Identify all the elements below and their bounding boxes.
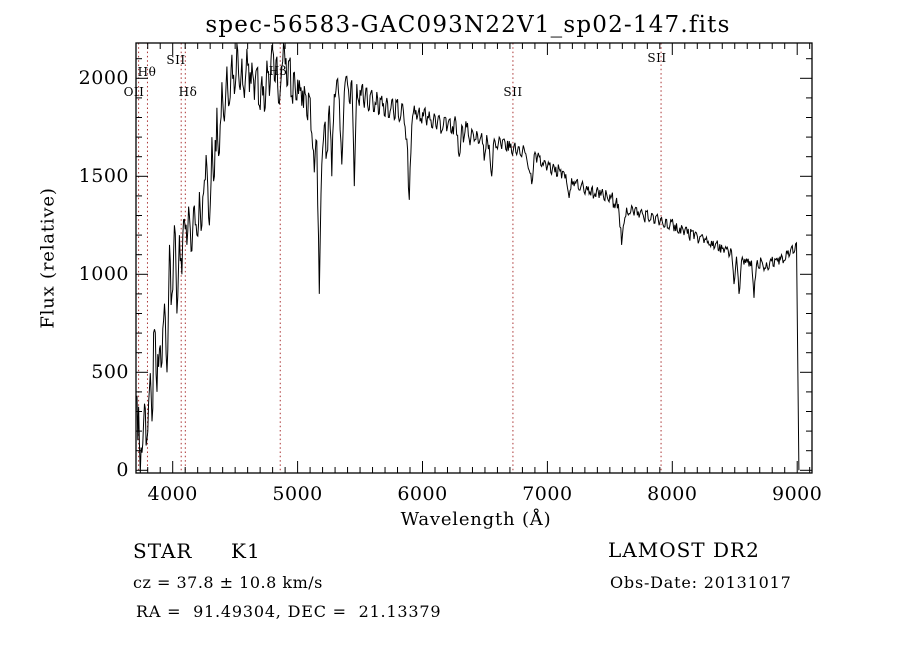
plot-title: spec-56583-GAC093N22V1_sp02-147.fits xyxy=(205,12,731,38)
y-tick-label: 2000 xyxy=(78,67,129,90)
y-tick-label: 0 xyxy=(116,459,129,482)
x-tick-label: 4000 xyxy=(147,483,198,505)
x-axis-label: Wavelength (Å) xyxy=(400,509,552,530)
spectral-line-label: SII xyxy=(503,85,523,99)
spectral-line-label: SII xyxy=(647,51,667,65)
spectral-line-label: SII xyxy=(166,53,186,67)
y-tick-label: 1000 xyxy=(78,263,129,286)
spectral-line-label: Hδ xyxy=(178,85,198,99)
ra-dec-coordinates: RA = 91.49304, DEC = 21.13379 xyxy=(136,602,442,621)
redshift-velocity: cz = 37.8 ± 10.8 km/s xyxy=(133,573,323,592)
object-subclass: K1 xyxy=(231,539,261,563)
spectral-line-label: Hβ xyxy=(268,64,288,78)
spectral-line-label: Hθ xyxy=(137,65,157,79)
survey-release: LAMOST DR2 xyxy=(608,538,760,562)
spectral-line-label: OII xyxy=(123,85,145,99)
x-tick-label: 7000 xyxy=(522,483,573,505)
x-tick-label: 8000 xyxy=(647,483,698,505)
x-tick-label: 5000 xyxy=(272,483,323,505)
spectrum-trace xyxy=(136,43,800,473)
x-tick-label: 9000 xyxy=(772,483,823,505)
y-tick-label: 1500 xyxy=(78,165,129,188)
observation-date: Obs-Date: 20131017 xyxy=(610,573,792,592)
y-tick-label: 500 xyxy=(91,361,129,384)
x-tick-label: 6000 xyxy=(397,483,448,505)
object-class: STAR xyxy=(133,539,193,563)
